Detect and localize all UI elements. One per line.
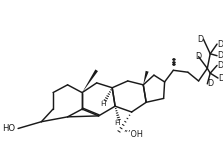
- Text: D: D: [217, 51, 223, 60]
- Text: D: D: [197, 35, 204, 44]
- Text: D: D: [217, 40, 223, 49]
- Text: Ḧ: Ḧ: [114, 120, 120, 126]
- Polygon shape: [82, 69, 98, 93]
- Text: HO: HO: [2, 124, 15, 133]
- Text: D: D: [217, 61, 223, 70]
- Polygon shape: [143, 71, 149, 85]
- Text: D: D: [207, 79, 213, 88]
- Text: D: D: [196, 52, 202, 61]
- Text: ’’’OH: ’’’OH: [123, 130, 143, 139]
- Text: Ḧ: Ḧ: [101, 101, 106, 107]
- Text: D: D: [218, 74, 223, 83]
